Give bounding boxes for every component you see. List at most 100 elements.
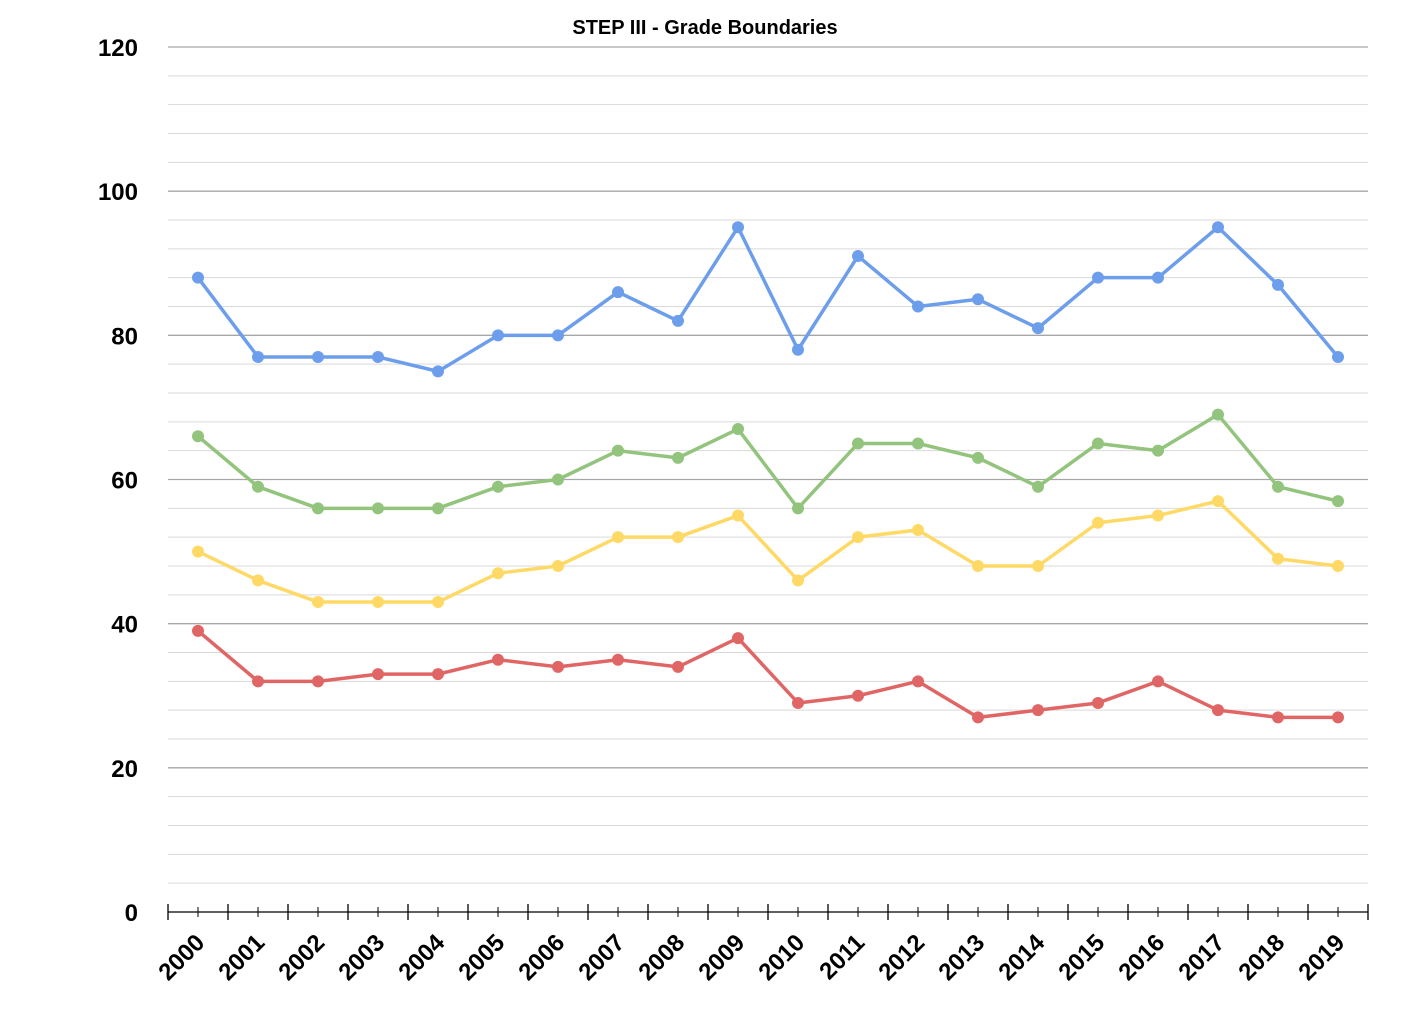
data-point xyxy=(372,502,384,515)
y-axis-labels: 0 20 40 60 80 100 120 xyxy=(98,35,138,927)
y-tick-label: 20 xyxy=(111,756,138,783)
data-point xyxy=(912,675,924,688)
series-lines xyxy=(192,221,1344,724)
data-point xyxy=(552,473,564,486)
series-4 xyxy=(192,624,1344,724)
data-point xyxy=(372,596,384,609)
data-point xyxy=(972,560,984,572)
data-point xyxy=(1152,444,1164,457)
data-point xyxy=(1092,696,1104,709)
data-point xyxy=(372,350,384,363)
data-point xyxy=(792,502,804,515)
x-tick-label: 2003 xyxy=(333,929,390,986)
series-3 xyxy=(192,495,1344,609)
data-point xyxy=(1032,704,1044,717)
data-point xyxy=(912,523,924,536)
y-tick-label: 80 xyxy=(111,323,138,350)
data-point xyxy=(372,668,384,681)
data-point xyxy=(732,423,744,436)
x-axis-labels: 2000 2001 2002 2003 2004 2005 2006 2007 2008 2009… xyxy=(153,929,1350,986)
y-tick-label: 120 xyxy=(98,35,138,62)
data-point xyxy=(972,451,984,464)
data-point xyxy=(432,365,444,378)
data-point xyxy=(852,437,864,450)
x-tick-label: 2016 xyxy=(1113,929,1170,986)
data-point xyxy=(192,624,204,637)
data-point xyxy=(1272,711,1284,724)
data-point xyxy=(972,293,984,306)
data-point xyxy=(792,696,804,709)
data-point xyxy=(492,329,504,342)
data-point xyxy=(912,300,924,313)
data-point xyxy=(852,531,864,544)
data-point xyxy=(1152,509,1164,522)
x-tick-label: 2000 xyxy=(153,929,210,986)
data-point xyxy=(492,567,504,580)
data-point xyxy=(672,314,684,327)
chart-title: STEP III - Grade Boundaries xyxy=(572,17,837,39)
x-tick-label: 2018 xyxy=(1233,929,1290,986)
x-tick-label: 2010 xyxy=(753,929,810,986)
data-point xyxy=(972,711,984,724)
series-1 xyxy=(192,221,1344,378)
data-point xyxy=(252,675,264,688)
data-point xyxy=(1332,350,1344,363)
series-line xyxy=(196,499,1340,604)
data-point xyxy=(1032,560,1044,572)
data-point xyxy=(1332,560,1344,572)
series-line xyxy=(196,629,1340,720)
data-point xyxy=(732,509,744,522)
data-point xyxy=(732,221,744,234)
data-point xyxy=(552,329,564,342)
data-point xyxy=(492,653,504,666)
x-tick-label: 2015 xyxy=(1053,929,1110,986)
data-point xyxy=(1092,271,1104,284)
data-point xyxy=(1272,480,1284,493)
data-point xyxy=(1212,221,1224,234)
data-point xyxy=(192,545,204,558)
data-point xyxy=(552,560,564,572)
data-point xyxy=(1032,480,1044,493)
y-tick-label: 40 xyxy=(111,612,138,639)
data-point xyxy=(1332,711,1344,724)
data-point xyxy=(252,480,264,493)
data-point xyxy=(492,480,504,493)
data-point xyxy=(792,343,804,356)
series-line xyxy=(196,225,1340,374)
data-point xyxy=(792,574,804,587)
series-2 xyxy=(192,408,1344,515)
data-point xyxy=(192,430,204,443)
data-point xyxy=(312,675,324,688)
data-point xyxy=(1152,675,1164,688)
data-point xyxy=(432,596,444,609)
data-point xyxy=(1212,495,1224,508)
data-point xyxy=(612,444,624,457)
data-point xyxy=(732,632,744,645)
data-point xyxy=(1092,516,1104,529)
data-point xyxy=(432,668,444,681)
data-point xyxy=(312,596,324,609)
series-line xyxy=(196,412,1340,511)
x-tick-label: 2019 xyxy=(1293,929,1350,986)
data-point xyxy=(852,250,864,263)
data-point xyxy=(672,531,684,544)
data-point xyxy=(612,531,624,544)
data-point xyxy=(672,451,684,464)
x-tick-label: 2004 xyxy=(393,929,450,986)
x-tick-label: 2002 xyxy=(273,929,330,986)
data-point xyxy=(552,660,564,673)
data-point xyxy=(1332,495,1344,508)
data-point xyxy=(1212,704,1224,717)
y-tick-label: 100 xyxy=(98,179,138,206)
x-tick-label: 2006 xyxy=(513,929,570,986)
x-tick-label: 2005 xyxy=(453,929,510,986)
grid-lines xyxy=(168,46,1368,884)
data-point xyxy=(312,502,324,515)
x-axis xyxy=(167,904,1369,920)
data-point xyxy=(852,689,864,702)
data-point xyxy=(612,286,624,299)
x-tick-label: 2013 xyxy=(933,929,990,986)
x-tick-label: 2009 xyxy=(693,929,750,986)
